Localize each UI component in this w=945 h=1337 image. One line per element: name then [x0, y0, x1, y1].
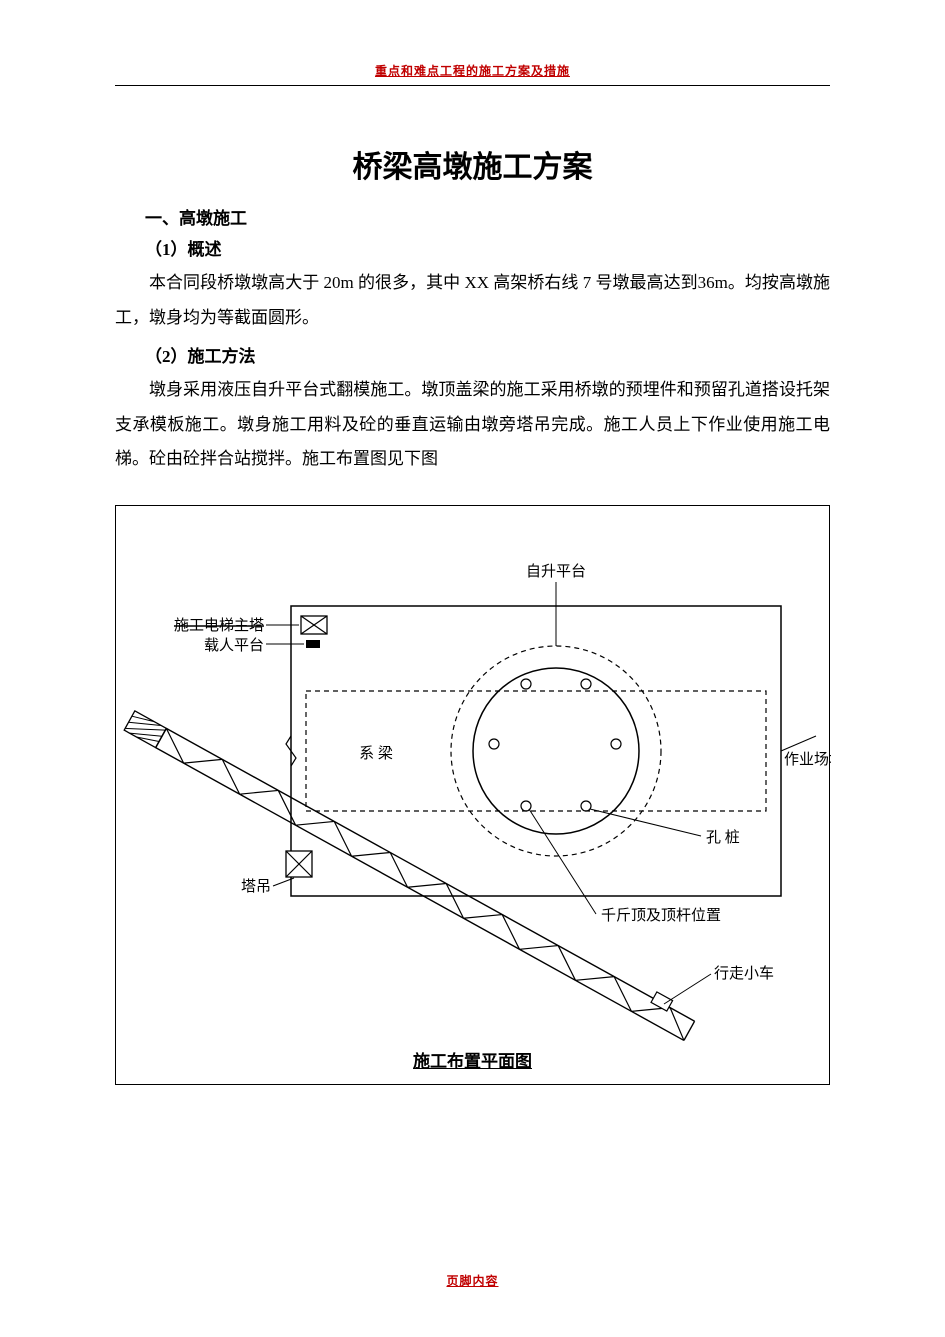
people-platform-icon — [306, 640, 320, 648]
pier-inner-circle — [473, 668, 639, 834]
subsection-heading-2: （2）施工方法 — [145, 342, 830, 367]
label-pile: 孔 桩 — [706, 829, 740, 846]
pile-circle — [489, 739, 499, 749]
pile-circle — [581, 679, 591, 689]
label-people-platform: 载人平台 — [204, 637, 264, 654]
paragraph-method: 墩身采用液压自升平台式翻模施工。墩顶盖梁的施工采用桥墩的预埋件和预留孔道搭设托架… — [115, 373, 830, 478]
construction-layout-diagram: 施工电梯主塔 载人平台 自升平台 系 梁 作业场地 孔 桩 千斤顶及顶杆位置 — [116, 506, 831, 1054]
label-self-lift-platform: 自升平台 — [526, 563, 586, 580]
elevator-tower-icon — [301, 616, 327, 634]
label-trolley: 行走小车 — [714, 965, 774, 982]
label-elevator-tower: 施工电梯主塔 — [174, 617, 264, 634]
pile-circle — [611, 739, 621, 749]
footer-band: 页脚内容 — [0, 1272, 945, 1289]
label-tower-crane: 塔吊 — [241, 878, 271, 895]
paragraph-overview: 本合同段桥墩墩高大于 20m 的很多，其中 XX 高架桥右线 7 号墩最高达到3… — [115, 266, 830, 336]
section-heading-1: 一、高墩施工 — [145, 204, 830, 229]
pile-circle — [581, 801, 591, 811]
counterweight-icon — [124, 711, 166, 748]
header-rule — [115, 85, 830, 86]
page: 重点和难点工程的施工方案及措施 桥梁高墩施工方案 一、高墩施工 （1）概述 本合… — [0, 0, 945, 1337]
document-title: 桥梁高墩施工方案 — [115, 142, 830, 186]
label-jack-position: 千斤顶及顶杆位置 — [601, 907, 721, 924]
tower-crane-box-icon — [286, 851, 312, 877]
header-band: 重点和难点工程的施工方案及措施 — [115, 62, 830, 79]
crane-truss-icon — [156, 729, 695, 1041]
pile-circle — [521, 679, 531, 689]
platform-outer-circle — [451, 646, 661, 856]
figure-caption: 施工布置平面图 — [116, 1047, 829, 1072]
subsection-heading-1: （1）概述 — [145, 235, 830, 260]
figure-frame: 施工电梯主塔 载人平台 自升平台 系 梁 作业场地 孔 桩 千斤顶及顶杆位置 — [115, 505, 830, 1085]
label-work-area: 作业场地 — [784, 751, 831, 768]
label-tie-beam: 系 梁 — [359, 745, 393, 762]
